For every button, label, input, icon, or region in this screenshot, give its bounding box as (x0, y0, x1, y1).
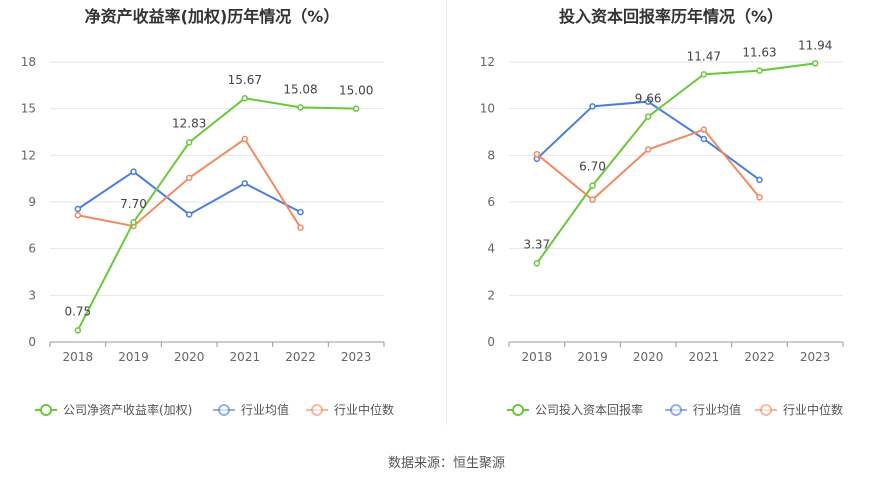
roic-chart: 投入资本回报率历年情况（%） 0 2 4 6 8 10 12 2018 2019 2020 2021 2… (480, 7, 844, 417)
data-label: 11.94 (798, 38, 832, 52)
data-point-company (185, 139, 193, 146)
roe-chart: 净资产收益率(加权)历年情况（%） 0 3 6 9 12 15 18 2018 2019 2020 2… (21, 7, 394, 417)
x-tick-label: 2019 (118, 350, 149, 364)
data-source: 数据来源：恒生聚源 (387, 456, 505, 471)
data-point-median (644, 146, 652, 153)
series-line-company (76, 97, 357, 331)
data-label: 15.00 (339, 84, 373, 98)
y-tick-label: 0 (28, 335, 36, 349)
legend-label: 公司净资产收益率(加权) (63, 402, 192, 417)
data-label: 7.70 (120, 197, 147, 211)
y-tick-label: 6 (487, 195, 495, 209)
y-tick-label: 8 (487, 148, 495, 162)
legend-swatch-marker (760, 404, 772, 416)
y-tick-label: 15 (21, 102, 36, 116)
y-tick-label: 4 (487, 242, 495, 256)
data-point-avg (589, 103, 596, 110)
legend-label: 行业中位数 (334, 402, 394, 417)
y-tick-label: 9 (28, 195, 36, 209)
x-tick-label: 2023 (341, 350, 372, 364)
y-tick-label: 6 (28, 242, 36, 256)
data-point-median (185, 174, 193, 182)
data-point-avg (241, 180, 249, 187)
data-point-median (589, 196, 596, 203)
data-label: 0.75 (64, 304, 91, 318)
data-point-median (533, 150, 541, 158)
y-tick-label: 0 (487, 335, 495, 349)
legend-swatch-marker (311, 404, 323, 416)
y-tick-label: 2 (487, 288, 495, 302)
x-tick-label: 2020 (633, 350, 664, 364)
data-point-median (74, 211, 82, 219)
data-point-median (756, 194, 763, 201)
x-tick-label: 2022 (285, 350, 316, 364)
legend-swatch-marker (218, 404, 230, 416)
chart-title: 投入资本回报率历年情况（%） (559, 7, 783, 26)
data-point-company (811, 60, 819, 67)
data-label: 11.47 (687, 49, 721, 63)
x-tick-label: 2021 (230, 350, 261, 364)
data-point-company (533, 260, 541, 267)
data-point-avg (185, 211, 193, 218)
data-point-avg (130, 168, 137, 175)
data-label: 3.37 (523, 237, 550, 251)
x-tick-label: 2023 (800, 350, 831, 364)
data-point-company (700, 71, 708, 78)
legend-label: 行业均值 (241, 402, 289, 417)
series-line-company (536, 62, 816, 264)
chart-title: 净资产收益率(加权)历年情况（%） (85, 7, 340, 26)
legend-label: 行业中位数 (783, 402, 843, 417)
data-label: 11.63 (742, 46, 776, 60)
data-label: 12.83 (172, 116, 206, 130)
legend-swatch-marker (512, 404, 524, 416)
data-label: 15.08 (283, 82, 317, 96)
legend-label: 公司投入资本回报率 (535, 402, 643, 417)
chart-divider (446, 0, 447, 425)
data-point-company (589, 182, 596, 189)
x-tick-label: 2019 (577, 350, 608, 364)
y-tick-label: 3 (28, 288, 36, 302)
x-tick-label: 2021 (689, 350, 720, 364)
x-tick-label: 2018 (522, 350, 553, 364)
x-tick-label: 2018 (63, 350, 94, 364)
y-tick-label: 12 (21, 148, 36, 162)
legend-swatch-marker (40, 404, 52, 416)
x-tick-label: 2022 (744, 350, 775, 364)
series-line-median (536, 128, 761, 201)
data-point-avg (644, 98, 652, 105)
data-point-median (241, 135, 249, 143)
y-tick-label: 18 (21, 55, 36, 69)
data-point-company (74, 327, 82, 334)
data-label: 9.66 (635, 92, 662, 106)
data-label: 6.70 (579, 160, 606, 174)
data-point-median (297, 224, 304, 231)
y-tick-label: 10 (480, 102, 495, 116)
data-point-avg (756, 176, 763, 184)
data-point-median (700, 126, 708, 133)
legend-swatch-marker (670, 404, 682, 416)
data-label: 15.67 (228, 73, 262, 87)
y-tick-label: 12 (480, 55, 495, 69)
data-point-company (297, 104, 304, 111)
data-point-avg (74, 205, 82, 213)
data-point-avg (700, 135, 708, 143)
x-tick-label: 2020 (174, 350, 205, 364)
data-point-company (352, 105, 360, 112)
data-point-company (241, 94, 249, 102)
data-point-avg (297, 208, 304, 216)
data-point-company (130, 218, 137, 226)
data-point-company (756, 67, 763, 74)
legend-label: 行业均值 (693, 402, 741, 417)
data-point-company (644, 113, 652, 120)
